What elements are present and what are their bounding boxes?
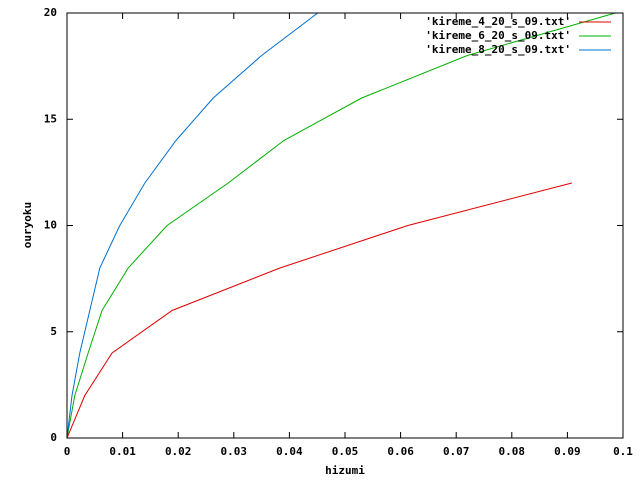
x-tick-label: 0.06 [387,445,414,458]
y-tick-label: 0 [50,431,57,444]
y-axis-label: ouryoku [21,202,34,248]
y-tick-label: 5 [50,325,57,338]
x-axis-label: hizumi [325,464,365,477]
x-tick-label: 0.08 [499,445,526,458]
y-tick-label: 10 [44,219,57,232]
x-tick-label: 0.02 [165,445,192,458]
x-tick-label: 0 [64,445,71,458]
data-line [67,182,572,438]
x-tick-label: 0.07 [443,445,470,458]
legend-label: 'kireme_6_20_s_09.txt' [425,29,571,42]
plot-border [66,12,624,439]
data-line [67,13,616,438]
y-tick-label: 15 [44,112,57,125]
x-tick-label: 0.1 [613,445,633,458]
x-tick-label: 0.05 [332,445,359,458]
x-tick-label: 0.01 [109,445,136,458]
legend-label: 'kireme_8_20_s_09.txt' [425,43,571,56]
x-tick-label: 0.03 [221,445,248,458]
data-line [67,13,319,438]
x-tick-label: 0.09 [554,445,581,458]
x-tick-label: 0.04 [276,445,303,458]
legend-label: 'kireme_4_20_s_09.txt' [425,15,571,28]
y-tick-label: 20 [44,6,57,19]
